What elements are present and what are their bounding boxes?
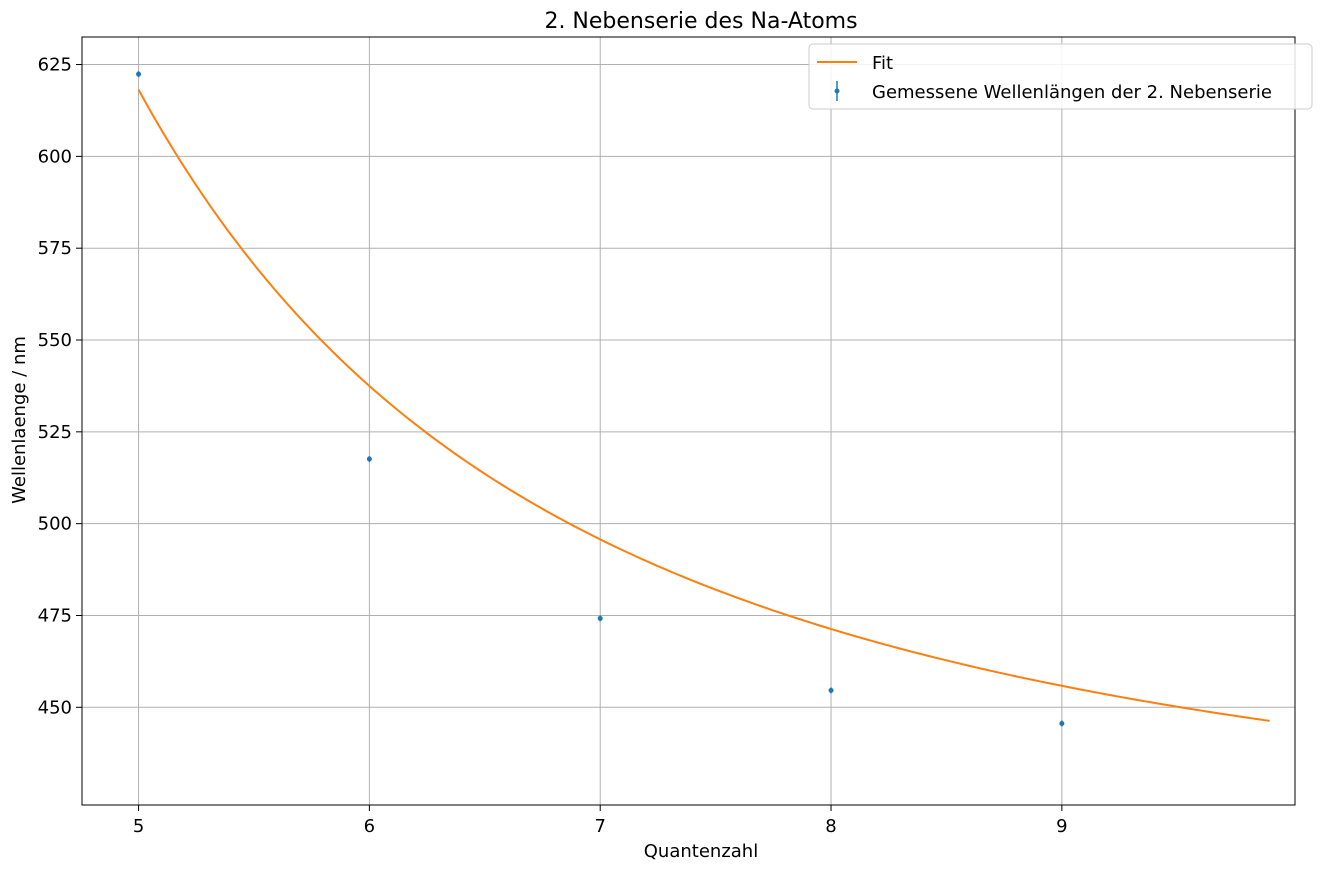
- data-point: [828, 687, 834, 693]
- x-tick-label: 6: [364, 816, 375, 837]
- y-tick-label: 500: [38, 514, 72, 535]
- legend: Fit Gemessene Wellenlängen der 2. Nebens…: [808, 43, 1313, 110]
- y-tick-label: 525: [38, 422, 72, 443]
- chart-title: 2. Nebenserie des Na-Atoms: [544, 9, 857, 34]
- legend-label-measured: Gemessene Wellenlängen der 2. Nebenserie: [872, 82, 1272, 103]
- y-axis-label: Wellenlaenge / nm: [9, 336, 30, 504]
- data-point: [136, 71, 142, 77]
- x-tick-label: 7: [594, 816, 605, 837]
- plot-area: [136, 71, 1270, 727]
- axes-frame: [81, 36, 1296, 806]
- x-axis: 5 6 7 8 9: [133, 805, 1068, 837]
- y-axis: 450 475 500 525 550 575 600 625: [38, 55, 82, 718]
- data-point: [597, 615, 603, 621]
- fit-curve: [137, 89, 1270, 722]
- y-tick-label: 475: [38, 605, 72, 626]
- legend-box: [808, 43, 1313, 110]
- x-axis-label: Quantenzahl: [644, 841, 758, 862]
- y-tick-label: 625: [38, 55, 72, 76]
- legend-label-fit: Fit: [872, 53, 893, 74]
- y-tick-label: 550: [38, 330, 72, 351]
- data-point: [366, 456, 372, 462]
- x-tick-label: 5: [133, 816, 144, 837]
- data-point: [1059, 720, 1065, 726]
- legend-marker-swatch: [834, 88, 840, 94]
- x-tick-label: 8: [825, 816, 836, 837]
- y-tick-label: 450: [38, 697, 72, 718]
- y-tick-label: 575: [38, 238, 72, 259]
- x-tick-label: 9: [1056, 816, 1067, 837]
- y-tick-label: 600: [38, 146, 72, 167]
